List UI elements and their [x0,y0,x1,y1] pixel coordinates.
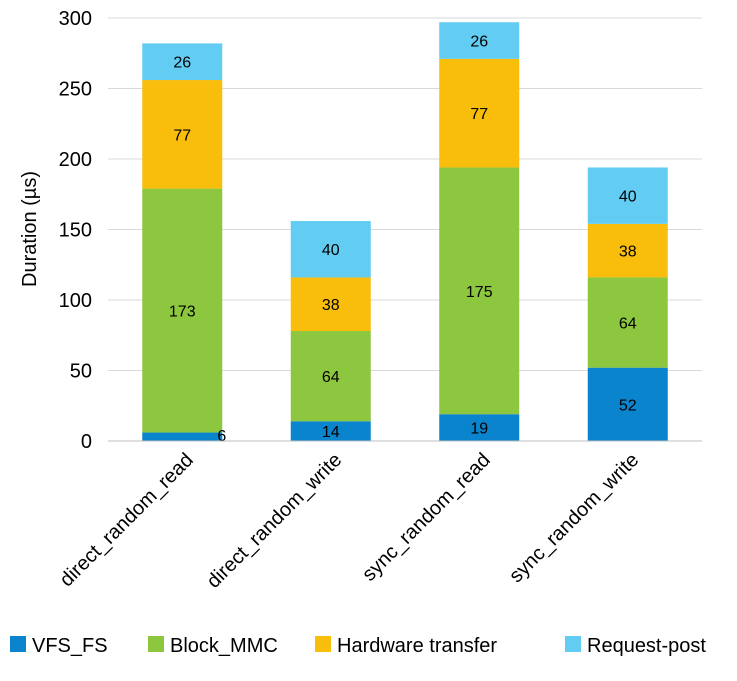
bars: 6 173 77 26 14 64 38 40 19 175 77 26 52 64 38 40 [142,22,668,445]
data-label: 26 [173,55,191,72]
legend-label: Request-post [587,635,706,657]
bar-segment [142,188,223,433]
data-label: 19 [470,421,488,438]
data-label: 6 [217,428,226,445]
bar-segment [142,432,223,441]
data-label: 14 [322,424,340,441]
bar-segment [587,223,668,278]
legend-swatch [10,636,26,652]
x-category-label: direct_random_write [203,449,347,593]
bar-segment [290,331,371,422]
legend: VFS_FS Block_MMC Hardware transfer Request-… [10,635,706,657]
data-label: 38 [619,244,637,261]
data-label: 173 [169,304,196,321]
x-category-label: direct_random_read [56,449,198,591]
bar-segment [439,167,520,415]
bar-segment [290,221,371,278]
legend-swatch [315,636,331,652]
x-axis-categories: direct_random_read direct_random_write syn… [56,449,644,593]
y-tick-label: 0 [81,431,92,453]
legend-label: VFS_FS [32,635,108,657]
data-label: 64 [619,316,637,333]
bar-segment [290,277,371,332]
data-label: 64 [322,369,340,386]
x-category-label: sync_random_write [505,449,643,587]
y-tick-label: 200 [59,149,92,171]
data-label: 77 [173,127,191,144]
x-category-label: sync_random_read [358,449,495,586]
bar-segment [290,421,371,441]
y-axis-ticks: 0 50 100 150 200 250 300 [59,8,92,453]
data-label: 40 [619,189,637,206]
bar-segment [587,367,668,441]
bar-segment [142,80,223,189]
y-tick-label: 50 [70,361,92,383]
legend-label: Hardware transfer [337,635,497,657]
data-label: 38 [322,297,340,314]
data-label: 40 [322,242,340,259]
legend-swatch [565,636,581,652]
data-label: 52 [619,397,637,414]
bar-segment [439,414,520,441]
legend-label: Block_MMC [170,635,278,657]
data-label: 175 [466,284,493,301]
bar-segment [439,58,520,168]
data-label: 26 [470,34,488,51]
legend-swatch [148,636,164,652]
y-axis-label: Duration (µs) [19,171,41,287]
y-tick-label: 250 [59,79,92,101]
bar-segment [439,22,520,59]
y-tick-label: 300 [59,8,92,30]
bar-segment [142,43,223,81]
bar-segment [587,277,668,368]
data-label: 77 [470,106,488,123]
y-tick-label: 100 [59,290,92,312]
bar-segment [587,167,668,224]
y-tick-label: 150 [59,220,92,242]
